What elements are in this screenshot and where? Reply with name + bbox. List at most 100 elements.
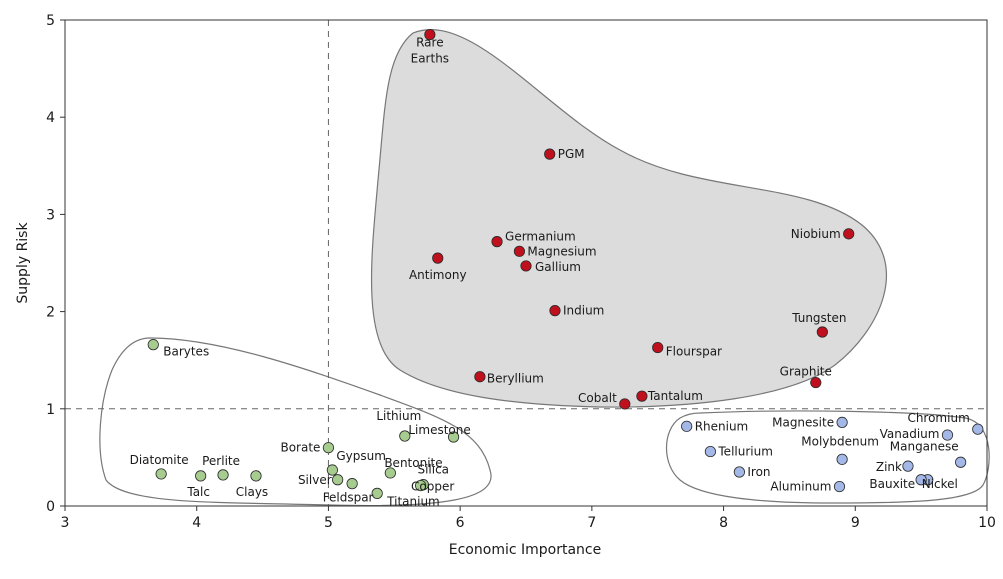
y-tick-label: 0 (46, 499, 55, 515)
label-cobalt: Cobalt (578, 391, 617, 405)
point-perlite (217, 469, 229, 481)
x-tick-label: 6 (456, 515, 465, 531)
label-beryllium: Beryllium (487, 372, 544, 386)
x-tick-label: 7 (587, 515, 596, 531)
x-tick-label: 5 (324, 515, 333, 531)
label-iron: Iron (747, 465, 770, 479)
label-magnesite: Magnesite (772, 415, 834, 429)
label-copper: Copper (411, 480, 454, 494)
label-talc: Talc (186, 485, 210, 499)
point-cobalt (619, 398, 631, 410)
label-vanadium: Vanadium (880, 427, 940, 441)
point-feldspar (346, 478, 358, 490)
point-tungsten (816, 326, 828, 338)
point-iron (733, 466, 745, 478)
label-barytes: Barytes (163, 345, 209, 359)
label-tellurium: Tellurium (717, 445, 773, 459)
point-gypsum (326, 464, 338, 476)
point-antimony (432, 252, 444, 264)
label-aluminum: Aluminum (770, 480, 831, 494)
x-axis-title: Economic Importance (449, 542, 601, 558)
label-silver: Silver (298, 473, 332, 487)
label-tungsten: Tungsten (791, 311, 846, 325)
y-tick-label: 2 (46, 305, 55, 321)
point-rare-earths (424, 28, 436, 41)
point-chromium (972, 423, 984, 435)
label-niobium: Niobium (791, 227, 841, 241)
point-rhenium (681, 420, 693, 432)
high-importance-region (666, 410, 990, 504)
point-germanium (491, 236, 503, 248)
reference-lines (65, 20, 987, 506)
points-layer (147, 28, 984, 499)
point-clays (250, 470, 262, 482)
point-vanadium (941, 429, 954, 441)
x-tick-label: 4 (192, 515, 201, 531)
label-indium: Indium (563, 304, 604, 318)
label-manganese: Manganese (890, 439, 959, 453)
label-rare-earths: Rare Earths (411, 36, 449, 66)
point-borate (322, 442, 335, 454)
label-limestone: Limestone (408, 423, 470, 437)
point-barytes (147, 339, 159, 351)
label-nickel: Nickel (922, 477, 958, 491)
y-tick-label: 5 (46, 13, 55, 29)
label-lithium: Lithium (376, 409, 421, 423)
point-titanium (371, 487, 383, 499)
label-tantalum: Tantalum (647, 389, 703, 403)
x-tick-label: 10 (978, 515, 996, 531)
plot-frame (64, 19, 988, 507)
label-magnesium: Magnesium (527, 244, 596, 258)
point-tantalum (636, 390, 648, 402)
label-germanium: Germanium (505, 230, 576, 244)
label-rhenium: Rhenium (695, 419, 749, 433)
point-aluminum (833, 480, 846, 493)
point-silver (332, 474, 344, 486)
y-axis-title: Supply Risk (15, 222, 31, 304)
label-gallium: Gallium (535, 260, 581, 274)
label-diatomite: Diatomite (130, 453, 189, 467)
point-beryllium (474, 371, 486, 383)
region-layer (99, 29, 990, 507)
low-importance-region (99, 337, 492, 507)
point-gallium (520, 260, 532, 272)
point-bauxite (915, 474, 927, 486)
label-chromium: Chromium (907, 411, 969, 425)
label-bauxite: Bauxite (869, 477, 915, 491)
x-tick-label: 8 (719, 515, 728, 531)
point-lithium (399, 430, 411, 442)
point-magnesium (513, 245, 526, 257)
point-pgm (544, 148, 556, 160)
axes-layer: 3 4 5 6 7 8 9 10 0 1 2 3 4 5 (46, 13, 996, 531)
point-flourspar (652, 341, 664, 354)
label-clays: Clays (236, 485, 268, 499)
point-limestone (447, 431, 460, 443)
point-diatomite (155, 468, 167, 480)
point-bentonite (384, 467, 396, 479)
label-antimony: Antimony (409, 268, 467, 282)
label-zink: Zink (876, 460, 902, 474)
label-gypsum: Gypsum (336, 449, 386, 463)
point-magnesite (836, 416, 848, 429)
label-perlite: Perlite (202, 454, 240, 468)
point-molybdenum (836, 453, 848, 465)
label-flourspar: Flourspar (666, 345, 722, 359)
label-pgm: PGM (558, 147, 585, 161)
point-indium (549, 305, 561, 317)
label-molybdenum: Molybdenum (801, 434, 879, 448)
point-manganese (955, 456, 967, 468)
point-tellurium (704, 445, 717, 458)
label-graphite: Graphite (780, 365, 832, 379)
point-niobium (843, 228, 855, 240)
label-silica: Silica (417, 463, 449, 477)
label-bentonite: Bentonite (384, 456, 442, 470)
x-tick-label: 9 (851, 515, 860, 531)
high-risk-region (370, 29, 888, 408)
x-tick-label: 3 (61, 515, 70, 531)
label-borate: Borate (280, 441, 320, 455)
point-graphite (810, 376, 822, 389)
y-tick-label: 1 (46, 402, 55, 418)
